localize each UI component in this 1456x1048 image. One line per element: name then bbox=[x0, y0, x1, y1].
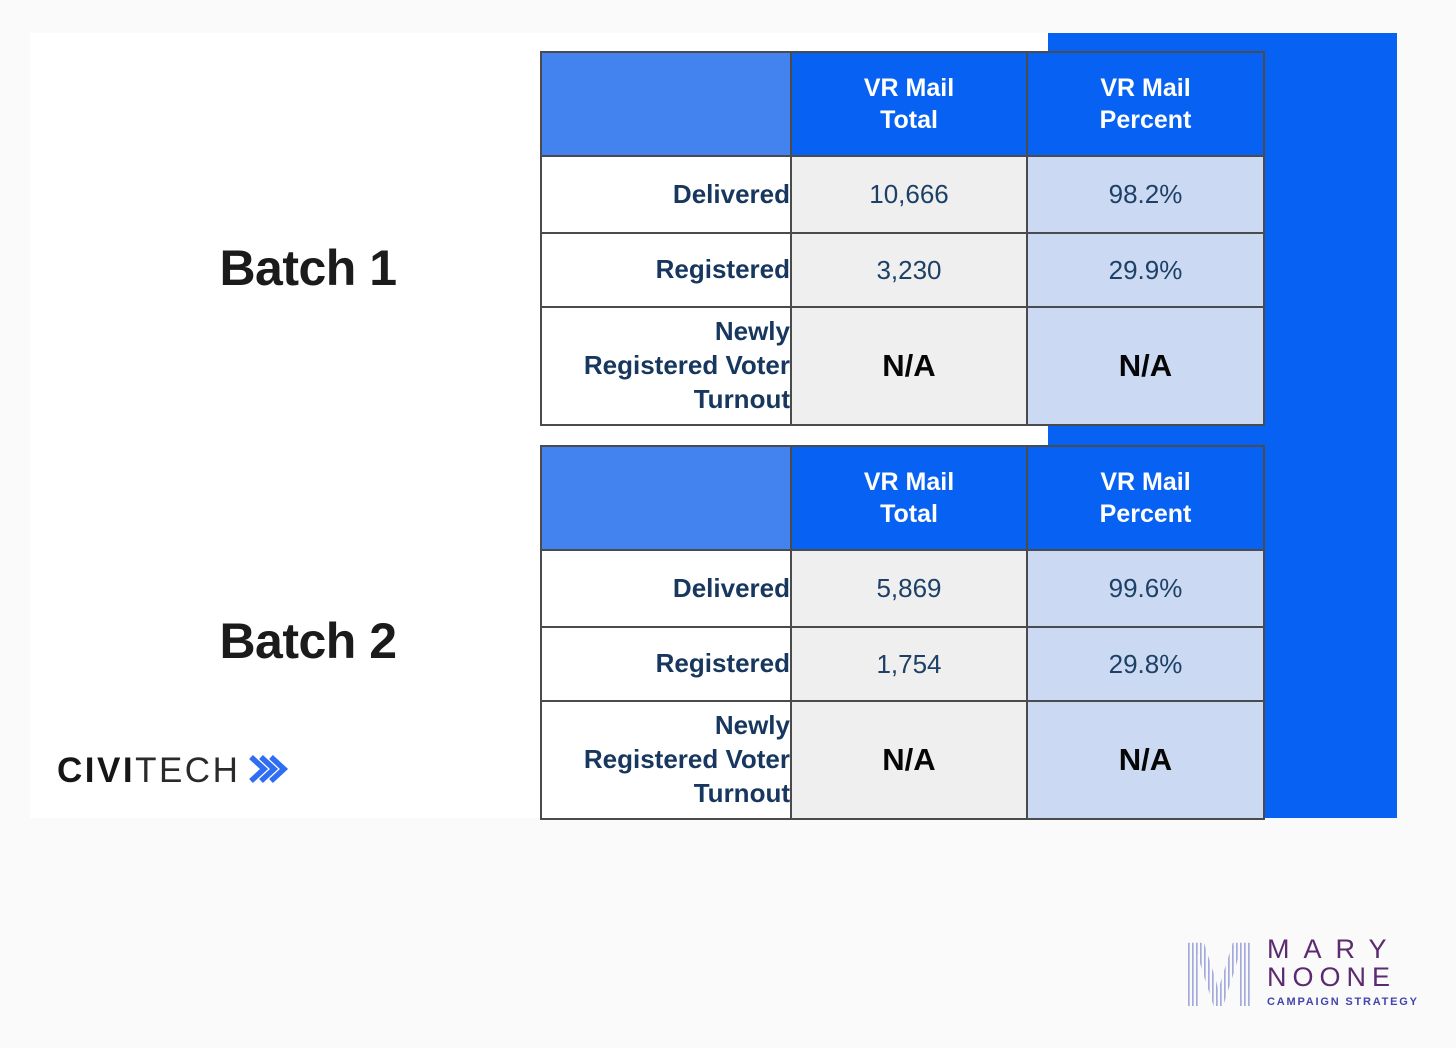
table-header-row: VR Mail Total VR Mail Percent bbox=[540, 51, 1265, 157]
row-label-newly-registered-turnout: Newly Registered Voter Turnout bbox=[540, 306, 792, 426]
batch-2-title: Batch 2 bbox=[219, 613, 397, 669]
row-label-registered: Registered bbox=[540, 626, 792, 702]
col-header-vr-mail-total: VR Mail Total bbox=[790, 51, 1028, 157]
row-label-newly-registered-turnout: Newly Registered Voter Turnout bbox=[540, 700, 792, 820]
row-label-delivered: Delivered bbox=[540, 549, 792, 628]
batch-2-table: VR Mail Total VR Mail Percent Delivered … bbox=[540, 445, 1265, 820]
registered-percent-value: 29.8% bbox=[1026, 626, 1265, 702]
table-row-delivered: Delivered 10,666 98.2% bbox=[540, 155, 1265, 234]
delivered-percent-value: 98.2% bbox=[1026, 155, 1265, 234]
row-label-registered: Registered bbox=[540, 232, 792, 308]
turnout-total-value: N/A bbox=[790, 306, 1028, 426]
corner-cell bbox=[540, 445, 792, 551]
table-row-delivered: Delivered 5,869 99.6% bbox=[540, 549, 1265, 628]
mary-noone-name-line1: MARY bbox=[1267, 933, 1401, 964]
batch-1-table: VR Mail Total VR Mail Percent Delivered … bbox=[540, 51, 1265, 426]
delivered-total-value: 10,666 bbox=[790, 155, 1028, 234]
batch-1-title: Batch 1 bbox=[219, 240, 397, 296]
mary-noone-name-line2: NOONE bbox=[1267, 961, 1397, 992]
table-row-newly-registered-turnout: Newly Registered Voter Turnout N/A N/A bbox=[540, 306, 1265, 426]
table-header-row: VR Mail Total VR Mail Percent bbox=[540, 445, 1265, 551]
table-row-registered: Registered 3,230 29.9% bbox=[540, 232, 1265, 308]
mary-noone-logo: M MARY NOONE CAMPAIGN STRATEGY bbox=[1184, 933, 1419, 1009]
triple-chevron-icon bbox=[248, 753, 292, 790]
civitech-logo: CIVI TECH bbox=[57, 752, 292, 790]
civitech-wordmark-light: TECH bbox=[135, 751, 241, 790]
col-header-vr-mail-total: VR Mail Total bbox=[790, 445, 1028, 551]
mary-noone-text-block: MARY NOONE CAMPAIGN STRATEGY bbox=[1267, 935, 1419, 1008]
delivered-total-value: 5,869 bbox=[790, 549, 1028, 628]
delivered-percent-value: 99.6% bbox=[1026, 549, 1265, 628]
col-header-vr-mail-percent: VR Mail Percent bbox=[1026, 51, 1265, 157]
row-label-delivered: Delivered bbox=[540, 155, 792, 234]
monogram-letter: M bbox=[1184, 933, 1257, 1009]
turnout-total-value: N/A bbox=[790, 700, 1028, 820]
mary-noone-monogram-icon: M bbox=[1184, 933, 1258, 1009]
corner-cell bbox=[540, 51, 792, 157]
col-header-vr-mail-percent: VR Mail Percent bbox=[1026, 445, 1265, 551]
table-row-registered: Registered 1,754 29.8% bbox=[540, 626, 1265, 702]
registered-percent-value: 29.9% bbox=[1026, 232, 1265, 308]
registered-total-value: 1,754 bbox=[790, 626, 1028, 702]
table-row-newly-registered-turnout: Newly Registered Voter Turnout N/A N/A bbox=[540, 700, 1265, 820]
mary-noone-tagline: CAMPAIGN STRATEGY bbox=[1267, 995, 1419, 1008]
civitech-wordmark-bold: CIVI bbox=[57, 751, 136, 790]
turnout-percent-value: N/A bbox=[1026, 306, 1265, 426]
turnout-percent-value: N/A bbox=[1026, 700, 1265, 820]
registered-total-value: 3,230 bbox=[790, 232, 1028, 308]
